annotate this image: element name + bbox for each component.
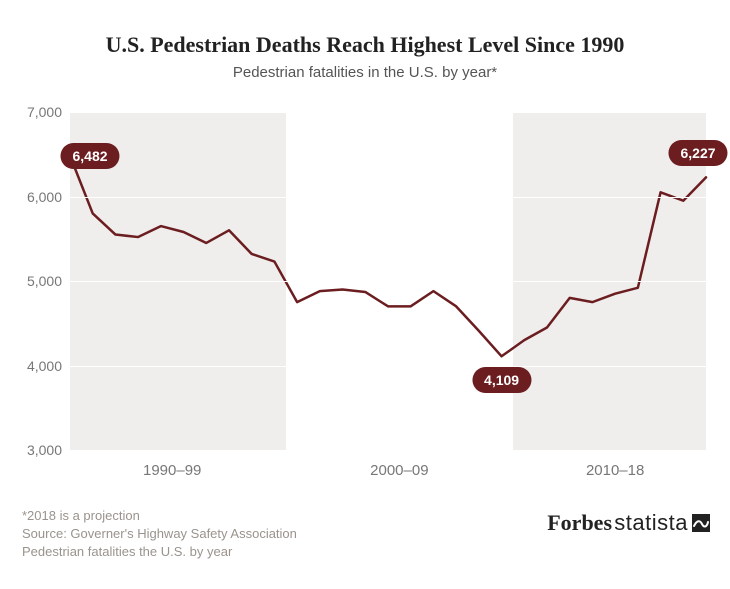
y-tick-label: 4,000 <box>27 358 70 374</box>
y-tick-label: 5,000 <box>27 273 70 289</box>
series-path <box>70 156 706 357</box>
footnote-line-1: Source: Governer's Highway Safety Associ… <box>22 526 297 541</box>
y-tick-label: 3,000 <box>27 442 70 458</box>
statista-wave-icon <box>692 514 710 532</box>
x-group-label: 2000–09 <box>370 450 428 479</box>
x-group-label: 2010–18 <box>586 450 644 479</box>
y-tick-label: 7,000 <box>27 104 70 120</box>
brand-forbes: Forbes <box>547 510 612 536</box>
chart-title: U.S. Pedestrian Deaths Reach Highest Lev… <box>0 32 730 58</box>
chart-stage: U.S. Pedestrian Deaths Reach Highest Lev… <box>0 0 730 589</box>
callout-label: 4,109 <box>472 367 531 393</box>
brand-statista-text: statista <box>614 510 688 536</box>
callout-label: 6,227 <box>668 140 727 166</box>
brand-statista: statista <box>614 510 710 536</box>
x-group-label: 1990–99 <box>143 450 201 479</box>
gridline <box>70 281 706 282</box>
y-tick-label: 6,000 <box>27 189 70 205</box>
gridline <box>70 366 706 367</box>
gridline <box>70 197 706 198</box>
footnote-line-2: Pedestrian fatalities the U.S. by year <box>22 544 232 559</box>
plot-area: 3,0004,0005,0006,0007,0001990–992000–092… <box>70 112 706 450</box>
footnote-line-0: *2018 is a projection <box>22 508 140 523</box>
gridline <box>70 112 706 113</box>
callout-label: 6,482 <box>60 143 119 169</box>
chart-subtitle: Pedestrian fatalities in the U.S. by yea… <box>0 64 730 81</box>
